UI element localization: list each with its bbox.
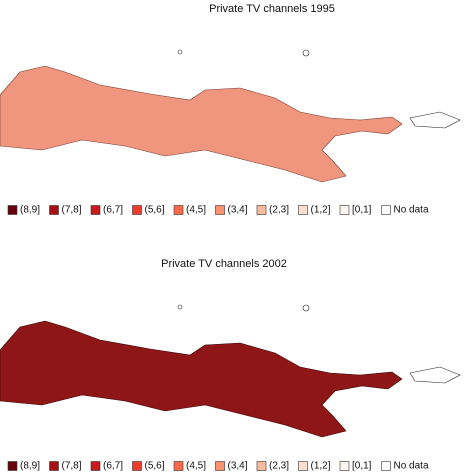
legend-swatch xyxy=(7,461,18,471)
island xyxy=(409,111,461,129)
legend-label: (4,5] xyxy=(186,461,206,472)
island xyxy=(409,366,461,384)
map-1995: Private TV channels 1995 (8,9] (7,8] (6,7]… xyxy=(0,3,461,216)
legend-swatch xyxy=(215,461,225,471)
map-body xyxy=(0,304,461,438)
island xyxy=(302,304,310,312)
legend-swatch xyxy=(49,205,59,215)
legend-swatch xyxy=(49,461,59,471)
legend-label: (4,5] xyxy=(186,205,206,216)
legend-swatch xyxy=(339,461,350,471)
legend-swatch xyxy=(132,205,142,215)
legend-label: (8,9] xyxy=(20,205,40,216)
legend-swatch xyxy=(132,461,142,471)
legend-label: (7,8] xyxy=(62,461,82,472)
legend-swatch xyxy=(90,461,101,471)
legend-label: [0,1] xyxy=(352,205,372,216)
legend-label: (6,7] xyxy=(103,205,123,216)
legend-label: No data xyxy=(394,205,429,216)
legend-swatch xyxy=(381,461,391,471)
legend-label: (6,7] xyxy=(103,461,123,472)
island xyxy=(302,49,310,57)
legend-swatch xyxy=(339,205,350,215)
legend-swatch xyxy=(90,205,101,215)
map-title: Private TV channels 1995 xyxy=(209,3,335,15)
legend-label: [0,1] xyxy=(352,461,372,472)
legend-label: (3,4] xyxy=(228,205,248,216)
legend-swatch xyxy=(298,461,308,471)
java-region xyxy=(0,65,403,183)
legend-swatch xyxy=(7,205,18,215)
legend-label: (1,2] xyxy=(311,205,331,216)
legend-label: (7,8] xyxy=(62,205,82,216)
map-2002: Private TV channels 2002 (8,9] (7,8] (6,7]… xyxy=(0,258,461,472)
legend-label: (2,3] xyxy=(269,461,289,472)
legend-swatch xyxy=(256,461,267,471)
island xyxy=(177,49,183,55)
legend-label: No data xyxy=(394,461,429,472)
legend-swatch xyxy=(256,205,267,215)
legend-swatch xyxy=(173,461,184,471)
legend-label: (3,4] xyxy=(228,461,248,472)
legend-label: (2,3] xyxy=(269,205,289,216)
legend-label: (1,2] xyxy=(311,461,331,472)
map-title: Private TV channels 2002 xyxy=(161,258,287,270)
legend: (8,9] (7,8] (6,7] (5,6] (4,5] (3,4] (2,3] (1,2]… xyxy=(7,461,429,472)
legend-swatch xyxy=(173,205,184,215)
legend-swatch xyxy=(215,205,225,215)
legend-label: (8,9] xyxy=(20,461,40,472)
legend-swatch xyxy=(381,205,391,215)
legend: (8,9] (7,8] (6,7] (5,6] (4,5] (3,4] (2,3] (1,2]… xyxy=(7,205,429,216)
legend-label: (5,6] xyxy=(145,205,165,216)
legend-swatch xyxy=(298,205,308,215)
island xyxy=(177,304,183,310)
legend-label: (5,6] xyxy=(145,461,165,472)
java-region xyxy=(0,320,403,438)
